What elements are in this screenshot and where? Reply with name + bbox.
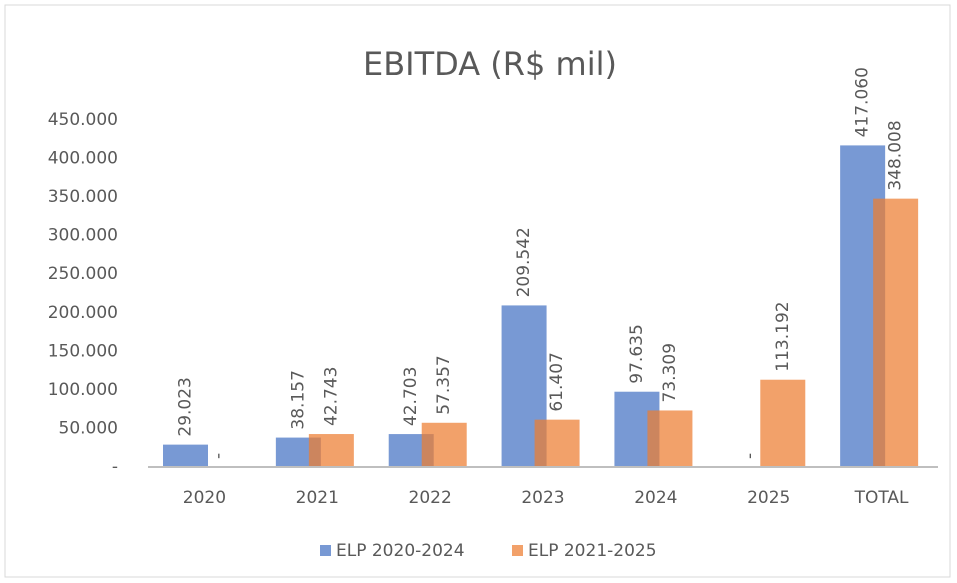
- y-tick-label: 150.000: [48, 341, 118, 361]
- x-tick-label: 2021: [296, 488, 339, 508]
- x-tick-label: TOTAL: [854, 488, 909, 508]
- bar: [647, 410, 693, 467]
- data-label: 348.008: [886, 120, 906, 190]
- data-label: -: [209, 453, 229, 459]
- data-label: 73.309: [660, 343, 680, 402]
- x-tick-label: 2023: [521, 488, 564, 508]
- legend-swatch: [512, 545, 523, 556]
- y-tick-label: 200.000: [48, 303, 118, 323]
- bar: [873, 198, 919, 468]
- data-label: 29.023: [176, 377, 196, 436]
- data-label: 42.743: [321, 367, 341, 426]
- x-tick-label: 2022: [409, 488, 452, 508]
- chart-border: [4, 4, 951, 578]
- data-label: 113.192: [773, 301, 793, 371]
- data-label: 61.407: [547, 352, 567, 411]
- y-tick-label: 300.000: [48, 226, 118, 246]
- x-tick-label: 2020: [183, 488, 226, 508]
- bar: [534, 419, 580, 467]
- x-tick-label: 2025: [747, 488, 790, 508]
- y-tick-label: 350.000: [48, 187, 118, 207]
- data-label: 97.635: [627, 324, 647, 383]
- y-tick-label: -: [112, 457, 118, 477]
- data-label: 209.542: [514, 227, 534, 297]
- y-tick-label: 250.000: [48, 264, 118, 284]
- legend-label: ELP 2020-2024: [336, 541, 465, 561]
- legend-label: ELP 2021-2025: [528, 541, 657, 561]
- bar: [421, 422, 467, 467]
- x-tick-label: 2024: [634, 488, 677, 508]
- data-label: 417.060: [853, 67, 873, 137]
- bar: [308, 434, 354, 467]
- bar: [163, 444, 208, 467]
- data-label: 57.357: [434, 355, 454, 414]
- data-label: 42.703: [401, 367, 421, 426]
- chart-title: EBITDA (R$ mil): [363, 45, 617, 83]
- y-tick-label: 400.000: [48, 149, 118, 169]
- legend-swatch: [320, 545, 331, 556]
- data-label: -: [740, 453, 760, 459]
- data-label: 38.157: [288, 370, 308, 429]
- y-tick-label: 450.000: [48, 110, 118, 130]
- y-tick-label: 100.000: [48, 380, 118, 400]
- y-tick-label: 50.000: [59, 418, 118, 438]
- bar: [760, 379, 806, 467]
